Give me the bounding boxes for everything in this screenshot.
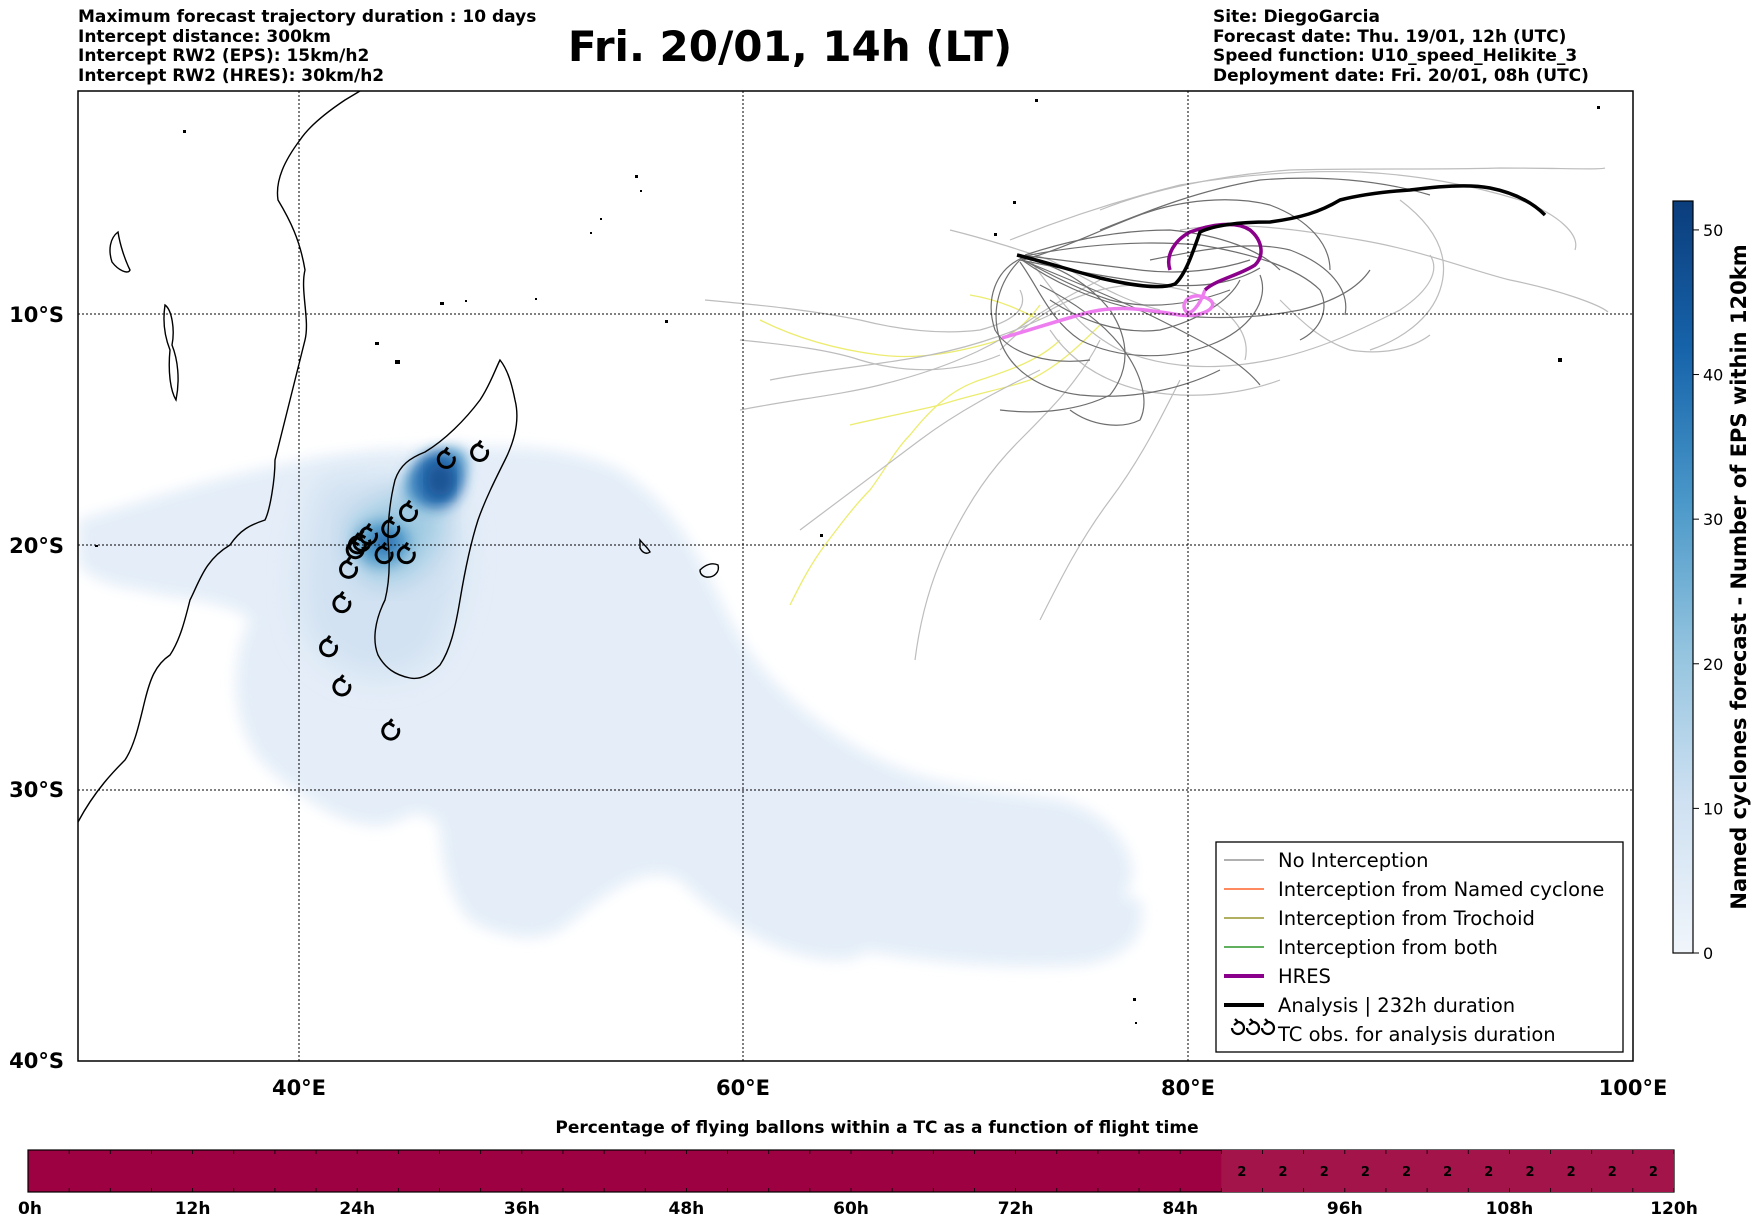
- trajectories-light-grey: [704, 167, 1609, 661]
- header-left-info: Maximum forecast trajectory duration : 1…: [78, 7, 537, 86]
- colorbar-tick-label: 10: [1703, 799, 1723, 818]
- timeline-tick-label: 36h: [504, 1199, 540, 1219]
- timeline-tick-label: 48h: [669, 1199, 705, 1219]
- timeline-tick-label: 108h: [1486, 1199, 1534, 1219]
- legend-label: Interception from both: [1278, 936, 1498, 959]
- tc-obs-symbol: [374, 541, 394, 565]
- header-right-line: Forecast date: Thu. 19/01, 12h (UTC): [1213, 26, 1567, 47]
- colorbar: 0 10 20 30 40 50 Named cyclones forecast - Nu…: [1672, 200, 1751, 963]
- tc-obs-symbol: [436, 446, 456, 469]
- timeline-minor-ticks: [27, 1150, 1675, 1192]
- header-right-line: Speed function: U10_speed_Helikite_3: [1213, 46, 1578, 66]
- trajectories-dark-grey: [990, 177, 1431, 426]
- madagascar-coastline: [374, 358, 518, 680]
- colorbar-tick-label: 0: [1703, 944, 1713, 963]
- small-islands: [95, 99, 1600, 1024]
- timeline-tick-label: 96h: [1327, 1199, 1363, 1219]
- legend-label: HRES: [1278, 965, 1331, 988]
- header-left-line: Intercept RW2 (EPS): 15km/h2: [78, 46, 370, 66]
- timeline-tick-label: 120h: [1650, 1199, 1698, 1219]
- timeline-tick-label: 12h: [175, 1199, 211, 1219]
- lat-label: 10°S: [9, 303, 64, 327]
- timeline-segment-value: 2: [1649, 1165, 1658, 1180]
- legend-label: Interception from Named cyclone: [1278, 878, 1604, 901]
- timeline-bar: 2 2 2 2 2 2 2 2 2 2 2 0h 12h 24h 36h 48h 60h 72h 84h 96h 10…: [18, 1149, 1698, 1219]
- header-left-line: Intercept RW2 (HRES): 30km/h2: [78, 65, 385, 86]
- tc-obs-symbol: [347, 532, 367, 555]
- lat-label: 40°S: [9, 1049, 64, 1073]
- tc-observations: [319, 439, 490, 741]
- page-title: Fri. 20/01, 14h (LT): [567, 22, 1013, 71]
- colorbar-gradient: [1672, 200, 1694, 954]
- lon-label: 40°E: [272, 1076, 326, 1100]
- timeline-segment-value: 2: [1567, 1165, 1576, 1180]
- colorbar-tick-label: 20: [1703, 655, 1723, 674]
- lat-label: 20°S: [9, 534, 64, 558]
- tc-obs-symbol: [359, 522, 379, 546]
- colorbar-label: Named cyclones forecast - Number of EPS …: [1727, 244, 1751, 909]
- hres-trajectory: [1001, 222, 1263, 340]
- timeline-tick-label: 24h: [339, 1199, 375, 1219]
- timeline-segment-value: 2: [1525, 1165, 1534, 1180]
- tc-obs-symbol: [470, 439, 490, 462]
- timeline-segment-value: 2: [1320, 1165, 1329, 1180]
- lon-label: 80°E: [1161, 1076, 1215, 1100]
- legend: No Interception Interception from Named …: [1215, 841, 1624, 1053]
- timeline-title: Percentage of flying ballons within a TC…: [555, 1118, 1199, 1138]
- africa-coastline: [78, 91, 361, 823]
- analysis-trajectory: [1016, 184, 1547, 289]
- tc-obs-symbol: [381, 718, 401, 741]
- timeline-segment-value: 2: [1402, 1165, 1411, 1180]
- header-right-line: Deployment date: Fri. 20/01, 08h (UTC): [1213, 65, 1589, 86]
- header-right-line: Site: DiegoGarcia: [1213, 7, 1380, 27]
- cyclone-symbols-icon: [1230, 1018, 1276, 1036]
- tc-obs-symbol: [399, 499, 418, 522]
- timeline-tick-labels: 0h 12h 24h 36h 48h 60h 72h 84h 96h 108h 120h: [18, 1199, 1698, 1219]
- timeline-tick-label: 60h: [833, 1199, 869, 1219]
- colorbar-tick-label: 30: [1703, 510, 1723, 529]
- timeline-segment-value: 2: [1443, 1165, 1452, 1180]
- tc-obs-symbol: [332, 590, 352, 614]
- legend-label: TC obs. for analysis duration: [1277, 1023, 1556, 1046]
- timeline-segment-value: 2: [1237, 1165, 1246, 1180]
- colorbar-tick-label: 40: [1703, 366, 1723, 385]
- tc-obs-symbol: [396, 541, 416, 565]
- timeline-segments: 2 2 2 2 2 2 2 2 2 2 2: [1221, 1150, 1674, 1192]
- timeline-segment-value: 2: [1608, 1165, 1617, 1180]
- timeline-tick-label: 84h: [1162, 1199, 1198, 1219]
- timeline-segment-value: 2: [1361, 1165, 1370, 1180]
- legend-label: Interception from Trochoid: [1278, 907, 1535, 930]
- gridlines: [78, 91, 1633, 1061]
- tc-obs-symbol: [339, 556, 359, 579]
- legend-label: Analysis | 232h duration: [1278, 994, 1515, 1017]
- header-left-line: Intercept distance: 300km: [78, 26, 331, 47]
- timeline-segment-value: 2: [1279, 1165, 1288, 1180]
- legend-label: No Interception: [1278, 849, 1429, 872]
- header-right-info: Site: DiegoGarcia Forecast date: Thu. 19…: [1213, 7, 1589, 86]
- tc-obs-symbol: [319, 635, 339, 658]
- map-frame: [77, 90, 1634, 1062]
- tc-obs-symbol: [345, 537, 365, 560]
- lat-axis-labels: 10°S 20°S 30°S 40°S: [9, 303, 64, 1073]
- colorbar-tick-label: 50: [1703, 221, 1723, 240]
- tc-obs-symbol: [381, 515, 401, 539]
- timeline-tick-label: 72h: [998, 1199, 1034, 1219]
- map-area: [78, 91, 1633, 1061]
- lon-axis-labels: 40°E 60°E 80°E 100°E: [272, 1076, 1667, 1100]
- timeline-tick-label: 0h: [18, 1199, 42, 1219]
- lon-label: 60°E: [716, 1076, 770, 1100]
- tc-obs-symbol: [332, 674, 352, 697]
- legend-box: [1215, 841, 1624, 1053]
- timeline-tc-segment: [1221, 1150, 1674, 1192]
- colorbar-ticks: 0 10 20 30 40 50: [1693, 221, 1723, 963]
- header-left-line: Maximum forecast trajectory duration : 1…: [78, 7, 537, 27]
- lat-label: 30°S: [9, 778, 64, 802]
- timeline-segment-value: 2: [1484, 1165, 1493, 1180]
- lon-label: 100°E: [1599, 1076, 1668, 1100]
- coastlines: [78, 91, 720, 823]
